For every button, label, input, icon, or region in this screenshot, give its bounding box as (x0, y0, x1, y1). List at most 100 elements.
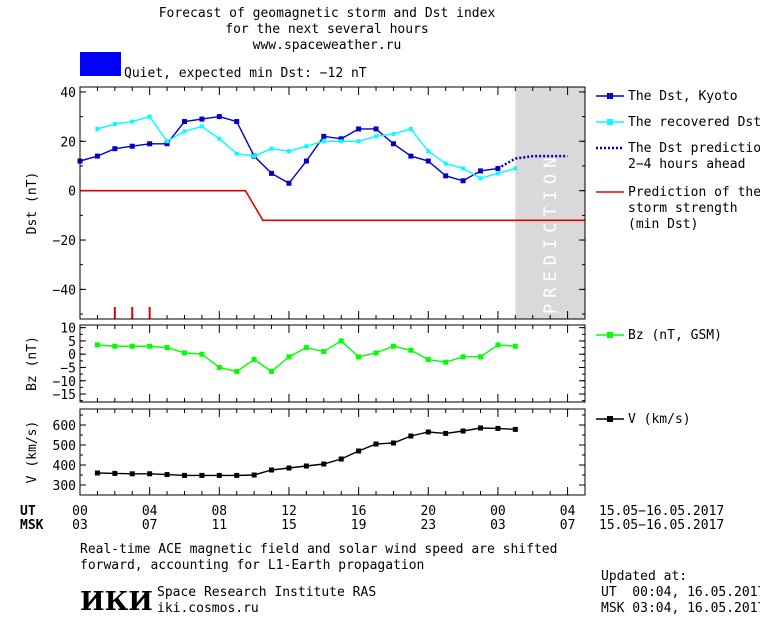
data-point (269, 146, 274, 151)
y-tick-label: 0 (68, 185, 76, 200)
data-point (286, 465, 292, 471)
data-point (112, 343, 118, 349)
data-point (495, 425, 501, 431)
data-point (390, 141, 396, 147)
data-point (304, 144, 309, 149)
ut-tick-label: 00 (72, 504, 88, 519)
dst-panel: PREDICTION 40 20 0 −20 −40 Dst (nT) (25, 86, 586, 320)
data-point (390, 343, 396, 349)
data-point (356, 126, 362, 132)
msk-date-range: 15.05−16.05.2017 (599, 518, 724, 533)
y-tick-label: 300 (53, 479, 76, 494)
data-point (373, 126, 379, 132)
y-tick-label: 0 (68, 348, 76, 363)
y-tick-label: 5 (68, 335, 76, 350)
data-point (94, 470, 100, 476)
data-point (408, 347, 414, 353)
data-point (478, 176, 483, 181)
data-point (147, 343, 153, 349)
data-point (164, 141, 170, 147)
legend-label: V (km/s) (628, 412, 691, 427)
data-point (460, 178, 466, 184)
y-tick-label: 40 (60, 86, 76, 101)
data-point (199, 124, 204, 129)
ut-tick-label: 00 (490, 504, 506, 519)
data-point (286, 180, 292, 186)
data-point (390, 440, 396, 446)
data-point (303, 345, 309, 351)
y-tick-label: −40 (53, 283, 76, 298)
data-point (443, 430, 449, 436)
data-point (216, 364, 222, 370)
data-point (408, 153, 414, 159)
series-line (497, 154, 568, 170)
data-point (321, 461, 327, 467)
data-point (234, 119, 240, 125)
msk-tick-label: 03 (490, 518, 506, 533)
data-point (181, 350, 187, 356)
data-point (338, 136, 344, 142)
data-point (408, 433, 414, 439)
legend-label: Bz (nT, GSM) (628, 328, 722, 343)
ut-tick-label: 08 (211, 504, 227, 519)
prediction-label: PREDICTION (541, 152, 561, 314)
data-point (234, 368, 240, 374)
data-point (251, 472, 257, 478)
data-point (269, 368, 275, 374)
data-point (129, 343, 135, 349)
data-point (303, 463, 309, 469)
data-point (269, 467, 275, 473)
status-color-box (80, 52, 121, 76)
data-point (425, 429, 431, 435)
legend-label: (min Dst) (628, 217, 698, 232)
data-point (112, 470, 118, 476)
y-tick-label: −20 (53, 234, 76, 249)
data-point (216, 114, 222, 120)
institute-url: iki.cosmos.ru (157, 601, 259, 616)
chart-source-url: www.spaceweather.ru (253, 38, 402, 53)
data-point (147, 114, 152, 119)
data-point (94, 153, 100, 159)
ut-tick-label: 12 (281, 504, 297, 519)
y-tick-label: −5 (60, 361, 76, 376)
y-axis-label: V (km/s) (25, 421, 40, 484)
data-point (338, 338, 344, 344)
legend-label: The Dst prediction (628, 141, 760, 156)
data-point (338, 456, 344, 462)
speed-panel: 600 500 400 300 V (km/s) (25, 408, 586, 496)
y-tick-label: −10 (53, 375, 76, 390)
legend-marker (607, 332, 613, 338)
prediction-region (515, 87, 585, 319)
data-point (495, 171, 500, 176)
data-point (199, 472, 205, 478)
data-point (321, 133, 327, 139)
data-point (217, 136, 222, 141)
data-point (112, 122, 117, 127)
panel-frame (79, 86, 586, 320)
data-point (269, 170, 275, 176)
ut-tick-label: 04 (142, 504, 158, 519)
legend: The Dst, Kyoto The recovered Dst The Dst p… (596, 89, 760, 427)
data-point (129, 143, 135, 149)
chart-title: Forecast of geomagnetic storm and Dst in… (159, 6, 496, 21)
msk-tick-label: 11 (211, 518, 227, 533)
data-point (321, 349, 327, 355)
ut-label: UT (20, 504, 36, 519)
data-point (234, 472, 240, 478)
footer-note-line1: Real-time ACE magnetic field and solar w… (80, 542, 557, 557)
updated-msk: MSK 03:04, 16.05.2017 (601, 601, 760, 616)
data-point (512, 426, 518, 432)
data-point (513, 166, 518, 171)
y-tick-label: 10 (60, 322, 76, 337)
data-point (130, 119, 135, 124)
data-point (303, 158, 309, 164)
data-point (286, 149, 291, 154)
y-tick-label: 600 (53, 419, 76, 434)
msk-tick-label: 23 (420, 518, 436, 533)
data-point (181, 119, 187, 125)
legend-label: Prediction of the (628, 185, 760, 200)
data-point (426, 149, 431, 154)
